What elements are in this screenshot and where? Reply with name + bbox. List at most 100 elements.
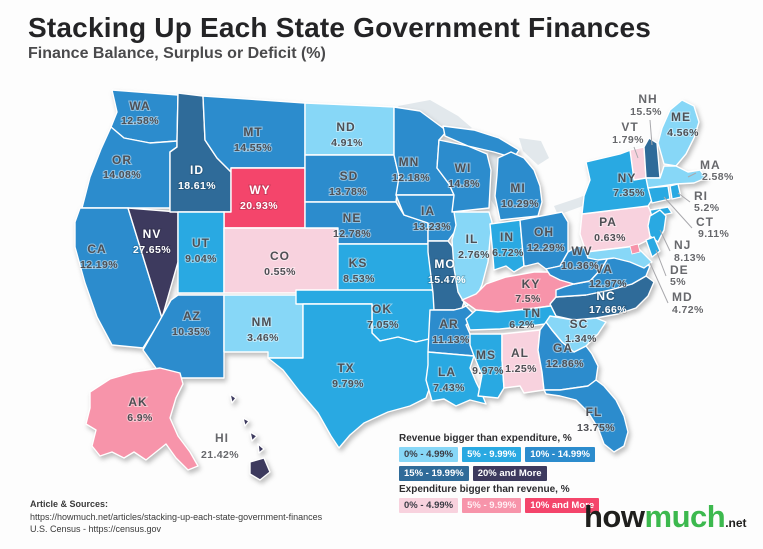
state-label-AL: AL (511, 346, 529, 360)
state-label-KY: KY (522, 277, 541, 291)
state-value-ID: 18.61% (178, 180, 216, 192)
sources: Article & Sources: https://howmuch.net/a… (30, 498, 322, 536)
state-label-SC: SC (570, 317, 589, 331)
state-HI (249, 457, 271, 481)
state-value-KS: 8.53% (343, 273, 375, 285)
state-value-NC: 17.66% (589, 304, 627, 316)
state-value-NJ: 8.13% (674, 252, 706, 264)
state-label-NJ: NJ (674, 238, 691, 252)
state-label-NM: NM (252, 315, 273, 329)
state-label-MN: MN (399, 155, 420, 169)
leader-line-RI (677, 192, 691, 203)
state-label-NE: NE (343, 211, 362, 225)
state-label-HI: HI (215, 431, 229, 445)
state-label-WA: WA (129, 99, 150, 113)
state-value-MI: 10.29% (501, 198, 539, 210)
state-AR (427, 305, 477, 357)
state-label-WY: WY (249, 183, 270, 197)
state-MI (494, 151, 543, 221)
state-value-CA: 12.19% (80, 259, 118, 271)
state-label-IA: IA (421, 204, 435, 218)
state-label-PA: PA (599, 215, 617, 229)
state-label-WI: WI (455, 161, 472, 175)
state-label-RI: RI (694, 189, 708, 203)
state-AL (501, 329, 545, 394)
state-value-WI: 14.8% (448, 178, 480, 190)
state-label-NV: NV (143, 227, 162, 241)
logo-net-suffix: .net (725, 516, 747, 530)
state-value-AZ: 10.35% (172, 326, 210, 338)
state-value-SC: 1.34% (565, 333, 597, 345)
state-NH (643, 137, 661, 179)
state-label-UT: UT (192, 236, 210, 250)
state-value-MD: 4.72% (672, 304, 704, 316)
state-value-TN: 6.2% (509, 319, 535, 331)
state-label-IL: IL (466, 232, 479, 246)
state-value-MS: 9.97% (472, 365, 504, 377)
state-WI (436, 139, 492, 213)
legend-chip-deficit-0: 0% - 4.99% (399, 498, 459, 513)
state-value-LA: 7.43% (433, 382, 465, 394)
state-value-OK: 7.05% (367, 319, 399, 331)
state-value-NV: 27.65% (133, 244, 171, 256)
state-label-ND: ND (336, 120, 355, 134)
howmuch-logo: howmuch.net (584, 499, 747, 535)
state-value-RI: 5.2% (694, 202, 720, 214)
leader-line-NH (649, 119, 653, 146)
state-value-KY: 7.5% (515, 293, 541, 305)
state-label-SD: SD (340, 169, 359, 183)
state-label-LA: LA (438, 365, 456, 379)
state-HI (257, 443, 265, 454)
legend: Revenue bigger than expenditure, % 0% - … (399, 430, 637, 513)
state-value-AL: 1.25% (505, 363, 537, 375)
state-label-VA: VA (595, 262, 613, 276)
state-value-NY: 7.35% (613, 187, 645, 199)
state-HI (249, 431, 258, 442)
state-value-GA: 12.86% (546, 358, 584, 370)
leader-line-MA (687, 172, 697, 178)
state-value-WV: 10.36% (561, 260, 599, 272)
state-label-MS: MS (476, 348, 496, 362)
state-HI (229, 393, 237, 404)
page-subtitle: Finance Balance, Surplus or Deficit (%) (28, 45, 326, 62)
state-value-IA: 13.23% (413, 221, 451, 233)
state-value-TX: 9.79% (332, 378, 364, 390)
state-value-CT: 9.11% (698, 228, 729, 240)
sources-heading: Article & Sources: (30, 499, 109, 509)
state-value-IL: 2.76% (458, 249, 490, 261)
state-label-OR: OR (112, 153, 132, 167)
state-AK (85, 367, 199, 471)
legend-chip-surplus-2: 10% - 14.99% (525, 447, 595, 462)
state-label-OH: OH (534, 225, 554, 239)
state-value-PA: 0.63% (594, 232, 626, 244)
state-label-OK: OK (372, 302, 392, 316)
state-label-MA: MA (700, 158, 721, 172)
state-value-OR: 14.08% (103, 169, 141, 181)
legend-surplus-title: Revenue bigger than expenditure, % (399, 433, 572, 444)
legend-chip-deficit-1: 5% - 9.99% (462, 498, 522, 513)
logo-how: how (584, 499, 645, 534)
state-value-NE: 12.78% (333, 228, 371, 240)
legend-chip-deficit-2: 10% and More (525, 498, 600, 513)
state-label-WV: WV (571, 244, 592, 258)
state-label-IN: IN (500, 230, 514, 244)
lake-huron (519, 138, 549, 165)
state-label-AK: AK (128, 395, 147, 409)
legend-deficit-title: Expenditure bigger than revenue, % (399, 484, 570, 495)
state-value-FL: 13.75% (577, 422, 615, 434)
legend-deficit-chips: 0% - 4.99% 5% - 9.99% 10% and More (399, 498, 637, 513)
state-value-AR: 11.13% (432, 334, 470, 346)
state-IN (489, 219, 525, 273)
legend-chip-surplus-0: 0% - 4.99% (399, 447, 459, 462)
legend-surplus-chips: 0% - 4.99% 5% - 9.99% 10% - 14.99% 15% -… (399, 447, 637, 481)
state-value-ME: 4.56% (667, 127, 699, 139)
state-label-FL: FL (586, 405, 603, 419)
state-value-SD: 13.78% (329, 186, 367, 198)
state-label-VT: VT (621, 120, 638, 134)
state-value-NM: 3.46% (247, 332, 279, 344)
state-value-MO: 15.47% (428, 274, 466, 286)
state-FL (543, 379, 629, 453)
state-value-MT: 14.55% (234, 142, 272, 154)
